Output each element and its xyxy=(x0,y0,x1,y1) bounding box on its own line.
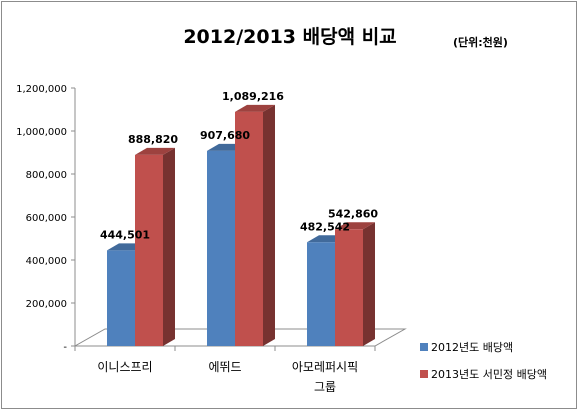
unit-note: (단위:천원) xyxy=(453,36,508,49)
y-tick-label: 600,000 xyxy=(26,213,67,224)
bar-top xyxy=(135,147,175,155)
legend-label: 2012년도 배당액 xyxy=(431,341,513,354)
bar-side xyxy=(263,104,275,346)
bar xyxy=(335,229,363,346)
legend-label: 2013년도 서민정 배당액 xyxy=(431,368,547,381)
category-label: 그룹 xyxy=(314,380,336,394)
data-labels: 444,501 888,820 907,680 1,089,216 482,542542… xyxy=(100,90,378,242)
y-tick-label: 400,000 xyxy=(26,256,67,267)
data-label: 888,820 xyxy=(128,133,178,146)
y-tick-label: 800,000 xyxy=(26,170,67,181)
legend: 2012년도 배당액 2013년도 서민정 배당액 xyxy=(420,341,547,381)
bar-side xyxy=(363,222,375,346)
data-label: 1,089,216 xyxy=(222,90,284,103)
category-label: 에뛰드 xyxy=(208,360,241,374)
bar xyxy=(307,242,335,346)
bars xyxy=(107,104,375,346)
y-tick-label: 200,000 xyxy=(26,299,67,310)
y-axis: - 200,000 400,000 600,000 800,000 1,000,000 1,… xyxy=(16,84,376,353)
data-label: 907,680 xyxy=(200,129,250,142)
chart-title: 2012/2013 배당액 비교 xyxy=(183,26,397,48)
y-tick-label: 1,200,000 xyxy=(16,84,67,95)
bar xyxy=(135,154,163,346)
legend-swatch xyxy=(420,343,428,351)
bar-side xyxy=(163,147,175,346)
bar xyxy=(207,150,235,346)
data-label: 444,501 xyxy=(100,228,150,241)
bar xyxy=(235,111,263,346)
category-label: 이니스프리 xyxy=(97,360,152,374)
legend-swatch xyxy=(420,370,428,378)
bar-top xyxy=(235,104,275,112)
bar xyxy=(107,250,135,346)
data-label: 542,860 xyxy=(328,207,378,220)
y-tick-label: - xyxy=(63,342,67,353)
category-label: 아모레퍼시픽 xyxy=(292,360,358,374)
y-tick-label: 1,000,000 xyxy=(16,127,67,138)
bar-top xyxy=(335,222,375,230)
data-label: 482,542 xyxy=(300,220,350,233)
